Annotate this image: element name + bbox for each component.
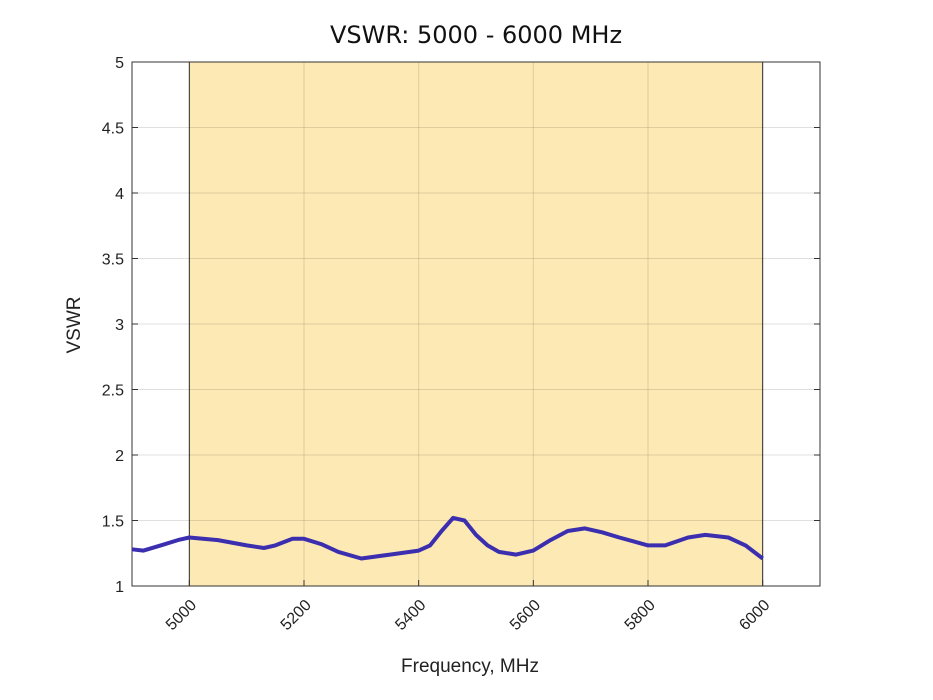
x-tick-label: 5600 bbox=[507, 597, 544, 634]
x-tick-label: 5000 bbox=[163, 597, 200, 634]
plot-frame bbox=[131, 61, 821, 587]
y-tick-label: 1.5 bbox=[102, 514, 124, 531]
y-tick-label: 2 bbox=[115, 448, 124, 465]
y-tick-label: 5 bbox=[115, 55, 124, 72]
y-axis-label: VSWR bbox=[64, 297, 85, 354]
series-line-vswr bbox=[131, 515, 764, 561]
x-tick-label: 5400 bbox=[392, 597, 429, 634]
y-tick-label: 3 bbox=[115, 317, 124, 334]
x-axis-label: Frequency, MHz bbox=[401, 656, 539, 677]
x-tick-label: 5800 bbox=[622, 597, 659, 634]
chart-title: VSWR: 5000 - 6000 MHz bbox=[330, 21, 622, 49]
y-tick-label: 2.5 bbox=[102, 383, 124, 400]
shaded-band bbox=[188, 61, 764, 587]
y-tick-label: 1 bbox=[115, 579, 124, 596]
y-tick-label: 3.5 bbox=[102, 252, 124, 269]
y-tick-label: 4 bbox=[115, 186, 124, 203]
y-tick-label: 4.5 bbox=[102, 121, 124, 138]
x-tick-label: 5200 bbox=[278, 597, 315, 634]
x-tick-label: 6000 bbox=[736, 597, 773, 634]
